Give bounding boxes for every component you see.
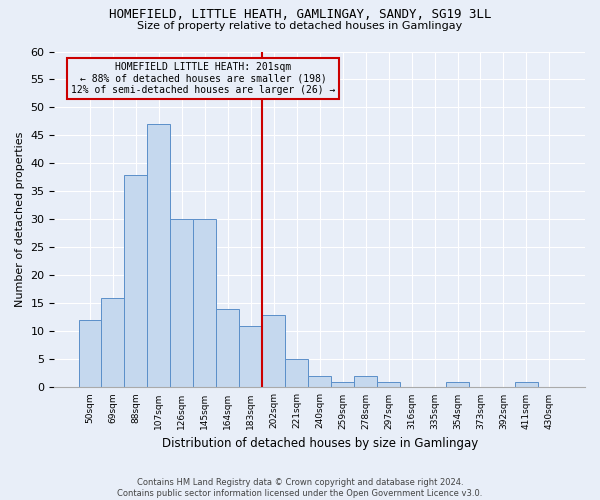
Bar: [377, 382, 400, 388]
Bar: [515, 382, 538, 388]
Bar: [446, 382, 469, 388]
Bar: [170, 220, 193, 388]
Text: HOMEFIELD, LITTLE HEATH, GAMLINGAY, SANDY, SG19 3LL: HOMEFIELD, LITTLE HEATH, GAMLINGAY, SAND…: [109, 8, 491, 20]
Bar: [331, 382, 354, 388]
Bar: [193, 220, 217, 388]
Text: Size of property relative to detached houses in Gamlingay: Size of property relative to detached ho…: [137, 21, 463, 31]
Text: HOMEFIELD LITTLE HEATH: 201sqm
← 88% of detached houses are smaller (198)
12% of: HOMEFIELD LITTLE HEATH: 201sqm ← 88% of …: [71, 62, 335, 95]
Bar: [217, 309, 239, 388]
Bar: [101, 298, 124, 388]
Bar: [262, 314, 285, 388]
Bar: [239, 326, 262, 388]
Text: Contains HM Land Registry data © Crown copyright and database right 2024.
Contai: Contains HM Land Registry data © Crown c…: [118, 478, 482, 498]
Bar: [124, 174, 148, 388]
Bar: [308, 376, 331, 388]
Bar: [148, 124, 170, 388]
Y-axis label: Number of detached properties: Number of detached properties: [15, 132, 25, 307]
Bar: [285, 360, 308, 388]
Bar: [354, 376, 377, 388]
X-axis label: Distribution of detached houses by size in Gamlingay: Distribution of detached houses by size …: [161, 437, 478, 450]
Bar: [79, 320, 101, 388]
